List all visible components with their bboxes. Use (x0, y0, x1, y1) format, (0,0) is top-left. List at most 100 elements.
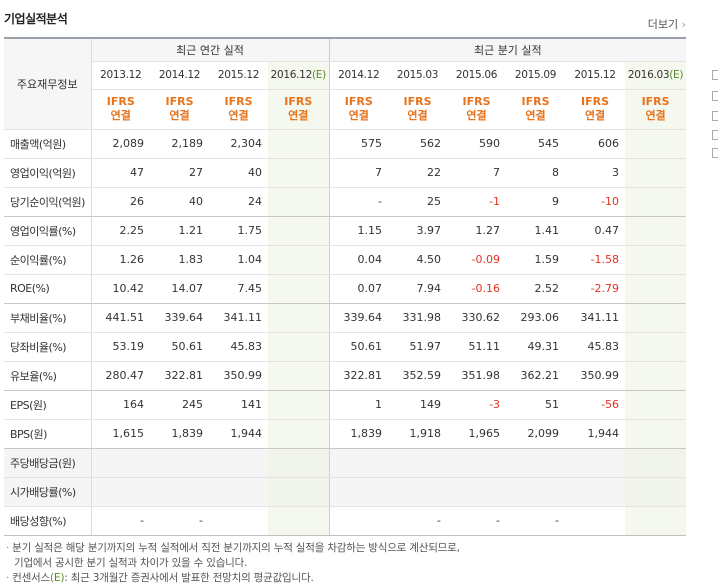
value-cell (329, 448, 389, 478)
value-cell: -3 (447, 390, 507, 420)
value-cell: 7 (447, 158, 507, 188)
value-cell: -2.79 (565, 274, 626, 304)
value-cell (268, 303, 330, 333)
more-label[interactable]: 더보기 (647, 18, 679, 31)
value-cell: 9 (506, 187, 566, 217)
row-label: 시가배당률(%) (4, 477, 92, 507)
value-cell: 322.81 (329, 361, 389, 391)
value-cell: 322.81 (150, 361, 209, 391)
period-header: 2014.12 (329, 61, 389, 90)
value-cell: 1.21 (150, 216, 209, 246)
value-cell: 45.83 (209, 332, 268, 362)
footnote-1: · 분기 실적은 해당 분기까지의 누적 실적에서 직전 분기까지의 누적 실적을… (6, 542, 460, 554)
value-cell: 590 (447, 129, 507, 159)
value-cell (625, 448, 687, 478)
table-row: 매출액(억원) 2,089 2,189 2,304 575 562 590 545 606 (4, 129, 687, 159)
value-cell (268, 361, 330, 391)
row-label: 배당성향(%) (4, 506, 92, 536)
footnote-1-cont: 기업에서 공시한 분기 실적과 차이가 있을 수 있습니다. (14, 557, 248, 569)
table-row: 시가배당률(%) (4, 477, 687, 507)
value-cell: 562 (388, 129, 448, 159)
value-cell: 575 (329, 129, 389, 159)
value-cell: 7 (329, 158, 389, 188)
value-cell: 0.07 (329, 274, 389, 304)
value-cell: 1.26 (91, 245, 150, 275)
table-row: 유보율(%) 280.47 322.81 350.99 322.81 352.59 351.… (4, 361, 687, 391)
value-cell (268, 245, 330, 275)
value-cell: 339.64 (150, 303, 209, 333)
value-cell: 3 (565, 158, 626, 188)
row-label: ROE(%) (4, 274, 92, 304)
ifrs-label: IFRS 연결 (625, 89, 687, 130)
value-cell: 293.06 (506, 303, 566, 333)
ifrs-label: IFRS 연결 (209, 89, 268, 130)
value-cell (447, 448, 507, 478)
value-cell: 51.11 (447, 332, 507, 362)
value-cell: -1 (447, 187, 507, 217)
table-row: 주당배당금(원) (4, 448, 687, 478)
row-label: 영업이익(억원) (4, 158, 92, 188)
value-cell: 3.97 (388, 216, 448, 246)
table-row: 영업이익률(%) 2.25 1.21 1.75 1.15 3.97 1.27 1.41 0.47 (4, 216, 687, 246)
period-header: 2013.12 (91, 61, 150, 90)
value-cell (625, 477, 687, 507)
section-header: 기업실적분석 더보기 › (4, 8, 686, 32)
period-header: 2015.12 (565, 61, 626, 90)
value-cell: 51.97 (388, 332, 448, 362)
value-cell (565, 448, 626, 478)
value-cell (91, 477, 150, 507)
value-cell: 606 (565, 129, 626, 159)
value-cell (209, 448, 268, 478)
table-row: 순이익률(%) 1.26 1.83 1.04 0.04 4.50 -0.09 1.59 -1.5… (4, 245, 687, 275)
value-cell: -1.58 (565, 245, 626, 275)
row-label: 주당배당금(원) (4, 448, 92, 478)
period-header: 2014.12 (150, 61, 209, 90)
value-cell (506, 477, 566, 507)
value-cell: 26 (91, 187, 150, 217)
period-header: 2015.12 (209, 61, 268, 90)
value-cell: 331.98 (388, 303, 448, 333)
ifrs-label: IFRS 연결 (447, 89, 507, 130)
period-header: 2015.03 (388, 61, 448, 90)
side-marker (712, 148, 718, 158)
value-cell: -0.09 (447, 245, 507, 275)
value-cell: -56 (565, 390, 626, 420)
row-label: EPS(원) (4, 390, 92, 420)
value-cell: 1,615 (91, 419, 150, 449)
row-label: 순이익률(%) (4, 245, 92, 275)
value-cell: 149 (388, 390, 448, 420)
value-cell (625, 419, 687, 449)
value-cell: 2.25 (91, 216, 150, 246)
value-cell (329, 477, 389, 507)
value-cell: 40 (209, 158, 268, 188)
value-cell (268, 390, 330, 420)
value-cell: 53.19 (91, 332, 150, 362)
ifrs-label: IFRS 연결 (268, 89, 330, 130)
value-cell: 339.64 (329, 303, 389, 333)
value-cell (625, 245, 687, 275)
value-cell: 362.21 (506, 361, 566, 391)
value-cell: 350.99 (209, 361, 268, 391)
row-label: BPS(원) (4, 419, 92, 449)
value-cell: 22 (388, 158, 448, 188)
value-cell: 545 (506, 129, 566, 159)
value-cell (268, 158, 330, 188)
value-cell (268, 332, 330, 362)
side-marker (712, 91, 718, 101)
row-header: 주요재무정보 (4, 37, 92, 130)
row-label: 유보율(%) (4, 361, 92, 391)
section-title: 기업실적분석 (4, 12, 68, 26)
value-cell: 10.42 (91, 274, 150, 304)
value-cell: 1 (329, 390, 389, 420)
value-cell: 14.07 (150, 274, 209, 304)
value-cell (268, 187, 330, 217)
row-label: 당기순이익(억원) (4, 187, 92, 217)
more-link[interactable]: 더보기 › (648, 16, 686, 32)
value-cell (268, 477, 330, 507)
table-row: 부채비율(%) 441.51 339.64 341.11 339.64 331.98 330… (4, 303, 687, 333)
value-cell (268, 274, 330, 304)
value-cell: 47 (91, 158, 150, 188)
value-cell (447, 477, 507, 507)
ifrs-label: IFRS 연결 (565, 89, 626, 130)
value-cell: - (150, 506, 209, 536)
